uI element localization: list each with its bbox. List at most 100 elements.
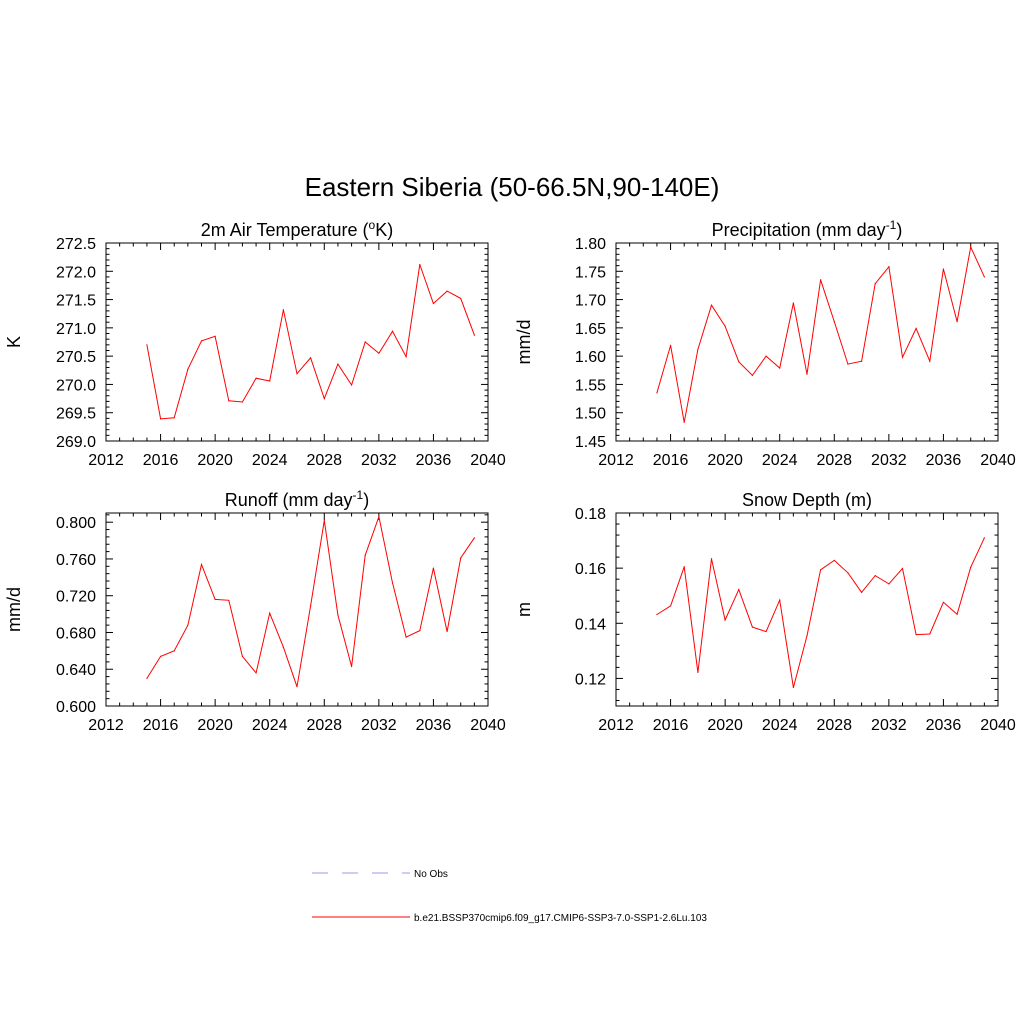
y-tick-label: 1.75: [575, 264, 606, 281]
x-tick-label: 2024: [252, 717, 288, 734]
data-point: [378, 516, 380, 518]
data-point: [187, 624, 189, 626]
data-point: [419, 630, 421, 632]
data-point: [241, 655, 244, 657]
y-tick-label: 269.5: [56, 406, 96, 423]
data-point: [159, 418, 162, 420]
x-tick-label: 2016: [653, 452, 689, 469]
data-point: [473, 334, 475, 336]
y-tick-label: 0.640: [56, 662, 96, 679]
data-point: [847, 363, 849, 365]
data-point: [833, 559, 835, 562]
data-point: [683, 421, 685, 423]
data-point: [200, 563, 203, 566]
plot-frame: [105, 512, 489, 707]
panel-title-text-after: ): [896, 220, 902, 240]
data-point: [159, 655, 162, 657]
figure-title: Eastern Siberia (50-66.5N,90-140E): [305, 172, 720, 202]
data-point: [765, 355, 767, 357]
x-tick-label: 2016: [143, 717, 179, 734]
data-point: [173, 417, 175, 419]
chart-panel-2: Runoff (mm day-1) 2012 2016 2020 2024 2028 203…: [4, 488, 506, 734]
data-point: [956, 613, 958, 615]
y-tick-label: 1.60: [575, 349, 606, 366]
data-point: [296, 373, 298, 375]
x-tick-label: 2036: [416, 717, 452, 734]
data-point: [942, 268, 945, 270]
data-point: [255, 377, 257, 379]
data-point: [833, 321, 835, 323]
y-tick-label: 0.600: [56, 699, 96, 716]
panel-title: 2m Air Temperature (oK): [201, 218, 393, 240]
data-point: [710, 558, 713, 560]
data-point: [228, 400, 230, 402]
data-point: [888, 266, 890, 268]
data-point: [310, 605, 312, 607]
legend: No Obs b.e21.BSSP370cmip6.f09_g17.CMIP6-S…: [312, 869, 707, 924]
x-tick-label: 2036: [926, 717, 962, 734]
x-tick-label: 2028: [306, 452, 342, 469]
data-point: [337, 614, 339, 616]
data-point: [765, 630, 767, 633]
data-point: [656, 392, 658, 394]
data-point: [432, 302, 435, 305]
data-point: [391, 330, 394, 332]
data-point: [901, 356, 904, 358]
data-point: [296, 686, 298, 688]
x-tick-label: 2040: [470, 717, 506, 734]
panel-title: Runoff (mm day-1): [225, 488, 369, 510]
data-point: [888, 583, 890, 585]
data-point: [391, 582, 394, 584]
legend-label: No Obs: [414, 869, 448, 880]
x-tick-label: 2036: [416, 452, 452, 469]
data-point: [956, 321, 958, 323]
data-point: [847, 572, 849, 574]
x-tick-label: 2032: [361, 452, 397, 469]
data-point: [656, 613, 658, 616]
series-line: [146, 264, 475, 420]
y-tick-label: 272.0: [56, 264, 96, 281]
data-point: [350, 384, 353, 386]
data-point: [473, 537, 475, 539]
data-point: [282, 646, 284, 648]
y-axis-label: mm/d: [514, 320, 534, 365]
y-tick-label: 271.0: [56, 321, 96, 338]
x-tick-label: 2020: [197, 717, 233, 734]
y-tick-label: 1.80: [575, 236, 606, 253]
x-tick-label: 2012: [88, 452, 124, 469]
y-tick-label: 1.55: [575, 377, 606, 394]
x-tick-label: 2024: [762, 717, 798, 734]
data-point: [146, 677, 148, 680]
x-tick-label: 2032: [871, 717, 907, 734]
y-tick-label: 0.680: [56, 625, 96, 642]
data-point: [432, 567, 435, 569]
y-tick-label: 0.16: [575, 561, 606, 578]
y-tick-label: 270.5: [56, 349, 96, 366]
panel-title-superscript: -1: [353, 488, 364, 502]
data-point: [929, 633, 931, 635]
y-tick-label: 271.5: [56, 293, 96, 310]
data-point: [724, 325, 726, 327]
data-point: [282, 309, 284, 311]
y-tick-label: 1.45: [575, 434, 606, 451]
panel-title-text: Runoff (mm day: [225, 490, 353, 510]
data-point: [187, 368, 189, 370]
data-point: [460, 557, 462, 559]
panel-title-text-after: ): [363, 490, 369, 510]
x-tick-label: 2040: [980, 717, 1016, 734]
data-point: [255, 672, 257, 674]
y-tick-label: 1.65: [575, 321, 606, 338]
x-tick-label: 2012: [598, 717, 634, 734]
plot-frame: [105, 242, 489, 442]
data-point: [874, 283, 876, 285]
data-point: [874, 574, 876, 577]
chart-panel-0: 2m Air Temperature (oK) 2012 2016 2020 2024 2…: [4, 218, 506, 469]
panel-title-text-after: K): [375, 220, 393, 240]
data-point: [310, 357, 312, 359]
x-tick-label: 2028: [306, 717, 342, 734]
y-tick-label: 270.0: [56, 377, 96, 394]
data-point: [970, 246, 972, 248]
data-point: [378, 352, 380, 354]
y-tick-label: 272.5: [56, 236, 96, 253]
data-point: [683, 566, 685, 568]
